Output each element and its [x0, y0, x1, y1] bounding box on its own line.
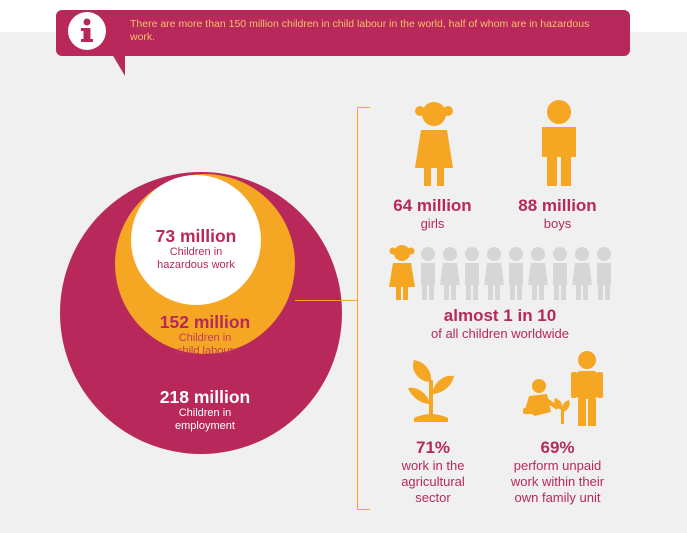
girls-label: girls [420, 216, 445, 231]
plant-icon [404, 358, 458, 424]
agriculture-label-3: sector [415, 490, 451, 505]
adult-child-planting-icon [521, 350, 611, 426]
girls-stat: 64 million girls [375, 196, 490, 232]
girl-figure-icon [411, 100, 457, 186]
hazardous-work-caption-2: hazardous work [157, 259, 235, 271]
boys-value: 88 million [518, 196, 597, 215]
family-stat: 69% perform unpaid work within their own… [490, 438, 625, 506]
family-label-1: perform unpaid [513, 458, 602, 473]
employment-value: 218 million [159, 387, 251, 407]
stats-bracket [357, 107, 370, 510]
family-label-2: work within their [510, 474, 605, 489]
agriculture-stat: 71% work in the agricultural sector [378, 438, 488, 506]
employment-caption-2: employment [175, 420, 235, 432]
agriculture-label-1: work in the [401, 458, 465, 473]
employment-label: 218 million Children in employment [115, 387, 295, 433]
connector-line [295, 300, 357, 301]
children-row-icon [388, 244, 616, 300]
agriculture-label-2: agricultural [401, 474, 465, 489]
agriculture-value: 71% [415, 438, 451, 457]
ratio-stat: almost 1 in 10 of all children worldwide [380, 306, 620, 342]
info-icon [68, 12, 106, 50]
family-value: 69% [540, 438, 575, 457]
boys-stat: 88 million boys [500, 196, 615, 232]
info-banner [56, 10, 630, 56]
hazardous-work-circle [131, 175, 261, 305]
child-labour-value: 152 million [159, 312, 251, 332]
child-labour-caption-1: Children in [178, 332, 232, 344]
family-label-3: own family unit [514, 490, 601, 505]
hazardous-work-caption-1: Children in [169, 246, 223, 258]
boy-figure-icon [538, 100, 580, 186]
employment-caption-1: Children in [178, 407, 232, 419]
banner-text: There are more than 150 million children… [130, 18, 590, 43]
banner-tail [112, 54, 125, 76]
hazardous-work-value: 73 million [155, 226, 237, 246]
child-labour-caption-2: child labour [176, 345, 234, 357]
ratio-label: of all children worldwide [430, 326, 569, 341]
child-labour-label: 152 million Children in child labour [120, 312, 290, 358]
boys-label: boys [543, 216, 572, 231]
girls-value: 64 million [393, 196, 472, 215]
hazardous-work-label: 73 million Children in hazardous work [131, 226, 261, 272]
ratio-value: almost 1 in 10 [443, 306, 557, 325]
